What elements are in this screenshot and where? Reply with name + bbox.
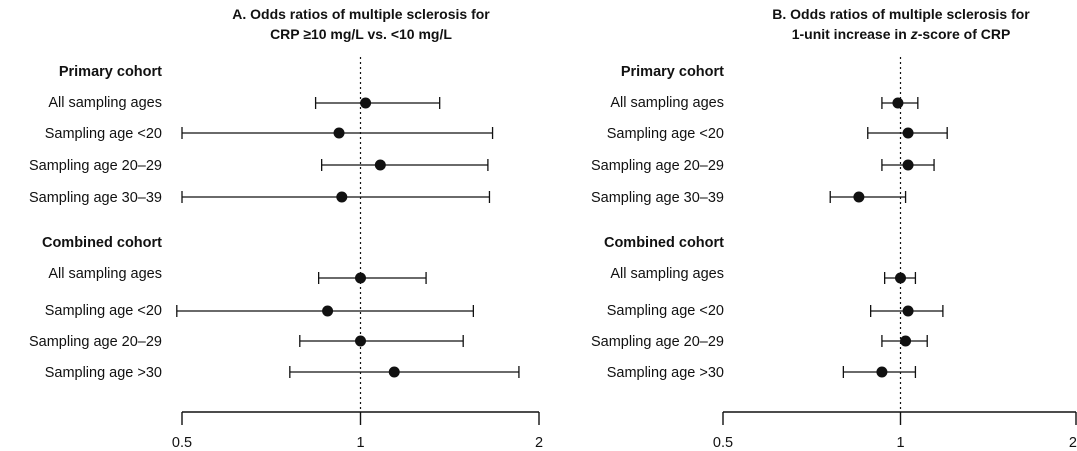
x-tick-label: 1: [356, 435, 364, 451]
x-tick-label: 0.5: [172, 435, 192, 451]
row-label: Sampling age 30–39: [29, 190, 162, 206]
row-label: Sampling age 30–39: [591, 190, 724, 206]
x-tick-label: 0.5: [713, 435, 733, 451]
row-label: Sampling age 20–29: [591, 334, 724, 350]
chart-title-segment: 1-unit increase in: [792, 26, 911, 42]
group-header: Primary cohort: [59, 64, 162, 80]
point-estimate: [360, 97, 372, 109]
row-label: All sampling ages: [610, 266, 724, 282]
panel-a: A. Odds ratios of multiple sclerosis for…: [29, 6, 543, 451]
row-label: Sampling age 20–29: [29, 158, 162, 174]
chart-title-segment: -score of CRP: [918, 26, 1011, 42]
chart-title-line: 1-unit increase in z-score of CRP: [792, 26, 1011, 42]
row-label: Sampling age <20: [45, 303, 162, 319]
row-label: Sampling age <20: [45, 126, 162, 142]
row-label: Sampling age 20–29: [591, 158, 724, 174]
point-estimate: [336, 191, 348, 203]
point-estimate: [374, 159, 386, 171]
x-tick-label: 2: [535, 435, 543, 451]
point-estimate: [902, 127, 914, 139]
chart-title-segment: z: [910, 26, 918, 42]
row-label: All sampling ages: [48, 95, 162, 111]
x-tick-label: 1: [896, 435, 904, 451]
row-label: Sampling age >30: [607, 365, 724, 381]
chart-title-segment: A. Odds ratios of multiple sclerosis for: [232, 6, 490, 22]
row-label: Sampling age <20: [607, 126, 724, 142]
point-estimate: [902, 305, 914, 317]
point-estimate: [355, 272, 366, 284]
x-tick-label: 2: [1069, 435, 1077, 451]
chart-title-line: A. Odds ratios of multiple sclerosis for: [232, 6, 490, 22]
chart-title-line: CRP ≥10 mg/L vs. <10 mg/L: [270, 26, 452, 42]
group-header: Primary cohort: [621, 64, 724, 80]
point-estimate: [388, 366, 400, 378]
panel-b: B. Odds ratios of multiple sclerosis for…: [591, 6, 1077, 451]
row-label: Sampling age 20–29: [29, 334, 162, 350]
point-estimate: [322, 305, 334, 317]
row-label: All sampling ages: [610, 95, 724, 111]
chart-title-segment: CRP ≥10 mg/L vs. <10 mg/L: [270, 26, 452, 42]
point-estimate: [902, 159, 914, 171]
chart-title-line: B. Odds ratios of multiple sclerosis for: [772, 6, 1030, 22]
point-estimate: [900, 335, 912, 347]
row-label: All sampling ages: [48, 266, 162, 282]
group-header: Combined cohort: [604, 235, 724, 251]
row-label: Sampling age <20: [607, 303, 724, 319]
point-estimate: [853, 191, 865, 203]
point-estimate: [355, 335, 366, 347]
point-estimate: [895, 272, 906, 284]
point-estimate: [333, 127, 345, 139]
point-estimate: [876, 366, 888, 378]
point-estimate: [892, 97, 904, 109]
group-header: Combined cohort: [42, 235, 162, 251]
chart-title-segment: B. Odds ratios of multiple sclerosis for: [772, 6, 1030, 22]
row-label: Sampling age >30: [45, 365, 162, 381]
